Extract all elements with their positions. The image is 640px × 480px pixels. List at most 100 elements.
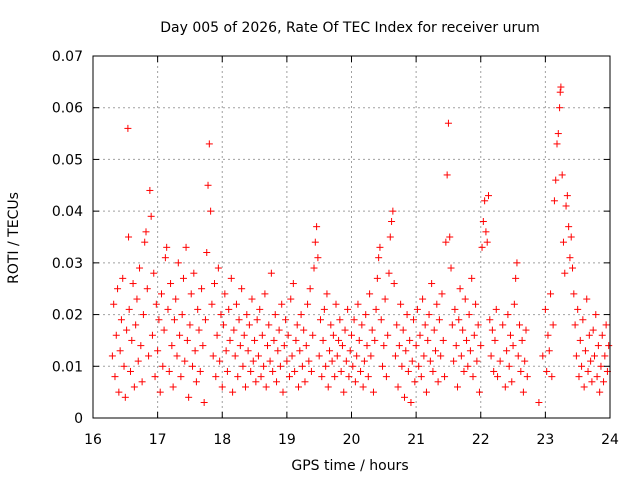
data-point: [548, 373, 556, 381]
data-point: [208, 300, 216, 308]
data-point: [226, 336, 234, 344]
data-point: [156, 388, 164, 396]
data-point: [304, 300, 312, 308]
data-point: [133, 295, 141, 303]
data-point: [441, 373, 449, 381]
data-point: [289, 280, 297, 288]
data-point: [253, 316, 261, 324]
data-point: [322, 362, 330, 370]
data-point: [369, 388, 377, 396]
data-point: [517, 367, 525, 375]
data-point: [360, 357, 368, 365]
data-point: [386, 233, 394, 241]
data-point: [137, 342, 145, 350]
data-point: [278, 300, 286, 308]
data-point: [198, 285, 206, 293]
data-point: [332, 300, 340, 308]
data-point: [270, 336, 278, 344]
data-point: [602, 321, 610, 329]
data-point: [145, 352, 153, 360]
data-point: [364, 373, 372, 381]
data-point: [422, 388, 430, 396]
data-point: [142, 228, 150, 236]
data-point: [231, 352, 239, 360]
data-point: [155, 316, 163, 324]
data-point: [203, 249, 211, 257]
data-point: [125, 233, 133, 241]
data-point: [566, 254, 574, 262]
data-point: [196, 367, 204, 375]
data-point: [200, 398, 208, 406]
data-point: [512, 274, 520, 282]
data-point: [403, 311, 411, 319]
data-point: [496, 357, 504, 365]
data-point: [173, 352, 181, 360]
data-point: [234, 373, 242, 381]
data-point: [247, 367, 255, 375]
data-point: [592, 311, 600, 319]
data-point: [141, 238, 149, 246]
data-point: [516, 321, 524, 329]
data-point: [597, 362, 605, 370]
data-point: [371, 336, 379, 344]
data-point: [446, 233, 454, 241]
data-point: [359, 383, 367, 391]
data-point: [315, 352, 323, 360]
data-point: [514, 352, 522, 360]
data-point: [585, 331, 593, 339]
data-point: [300, 326, 308, 334]
data-point: [499, 321, 507, 329]
data-point: [240, 331, 248, 339]
data-point: [429, 367, 437, 375]
data-point: [291, 367, 299, 375]
data-point: [134, 357, 142, 365]
data-point: [553, 140, 561, 148]
data-point: [400, 393, 408, 401]
data-point: [455, 316, 463, 324]
data-point: [487, 352, 495, 360]
data-point: [217, 311, 225, 319]
data-point: [474, 321, 482, 329]
data-point: [523, 373, 531, 381]
data-point: [177, 373, 185, 381]
data-point: [558, 171, 566, 179]
data-point: [123, 326, 131, 334]
data-point: [221, 290, 229, 298]
data-point: [204, 181, 212, 189]
data-point: [521, 357, 529, 365]
data-point: [492, 305, 500, 313]
data-point: [310, 264, 318, 272]
data-point: [416, 331, 424, 339]
data-point: [593, 373, 601, 381]
x-tick-label: 20: [343, 432, 361, 448]
data-point: [242, 383, 250, 391]
data-point: [279, 388, 287, 396]
data-point: [306, 285, 314, 293]
data-point: [444, 119, 452, 127]
data-point: [504, 311, 512, 319]
data-point: [468, 274, 476, 282]
data-point: [274, 347, 282, 355]
data-point: [570, 290, 578, 298]
data-point: [136, 264, 144, 272]
data-point: [150, 269, 158, 277]
data-point: [243, 311, 251, 319]
data-point: [501, 383, 509, 391]
data-point: [486, 316, 494, 324]
grid-layer: [93, 56, 610, 418]
data-point: [434, 378, 442, 386]
data-point: [178, 311, 186, 319]
data-point: [172, 295, 180, 303]
data-point: [575, 373, 583, 381]
data-point: [584, 367, 592, 375]
data-point: [336, 316, 344, 324]
data-point: [460, 367, 468, 375]
data-point: [366, 290, 374, 298]
data-point: [344, 305, 352, 313]
data-point: [126, 367, 134, 375]
data-point: [478, 243, 486, 251]
data-point: [368, 326, 376, 334]
data-point: [261, 290, 269, 298]
data-point: [119, 274, 127, 282]
data-point: [170, 316, 178, 324]
